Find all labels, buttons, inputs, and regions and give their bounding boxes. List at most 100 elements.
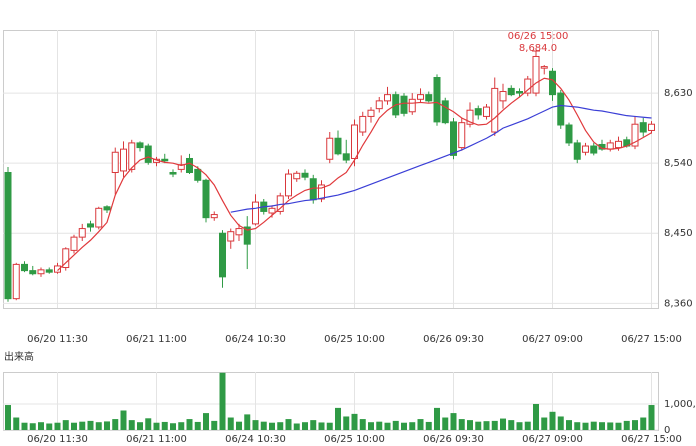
candle-body [507, 87, 515, 96]
candle-body [631, 123, 639, 147]
volume-bar [203, 413, 209, 430]
y-tick-label: 8,450 [664, 228, 693, 239]
volume-bar [434, 407, 440, 430]
volume-title: 出来高 [4, 350, 34, 363]
candle-body [318, 184, 325, 200]
volume-bar [351, 413, 358, 430]
volume-bar [153, 422, 160, 430]
candle-body [499, 91, 507, 102]
candle-body [549, 70, 556, 96]
annotation-text: 06/26 15:00 [508, 31, 569, 42]
candle-body [334, 137, 342, 155]
volume-bar [491, 420, 498, 430]
candle-body [186, 157, 193, 174]
candle-body [285, 173, 292, 197]
candle-body [408, 98, 416, 113]
candle-body [400, 95, 408, 114]
volume-bar [607, 422, 614, 430]
volume-bar [194, 421, 201, 430]
candle-body [136, 142, 144, 149]
volume-bar [260, 421, 267, 430]
x-tick-label: 06/25 10:00 [324, 434, 385, 445]
y-tick-label: 0 [664, 425, 670, 436]
volume-bar [137, 422, 143, 430]
y-tick-label: 8,630 [664, 88, 693, 99]
candle-body [491, 87, 499, 133]
volume-bar [219, 372, 226, 430]
volume-bar [326, 422, 333, 430]
volume-bar [87, 420, 94, 430]
volume-bar [13, 417, 20, 430]
candle-body [161, 158, 169, 162]
volume-bar [62, 420, 69, 430]
volume-bar [574, 422, 581, 430]
volume-bar [277, 422, 284, 430]
candle-body [219, 232, 226, 278]
volume-bar [524, 421, 531, 430]
volume-bar [46, 423, 53, 430]
candle-body [384, 94, 391, 102]
volume-bar [236, 421, 242, 430]
candle-body [111, 151, 119, 174]
volume-bar [549, 411, 556, 430]
volume-bar [640, 417, 647, 430]
volume-bar [590, 421, 597, 430]
candle-body [474, 108, 482, 116]
volume-bar [368, 422, 374, 430]
candle-body [194, 168, 202, 181]
candle-body [557, 92, 565, 126]
volume-bar [376, 421, 383, 430]
candle-body [202, 179, 210, 219]
candle-body [425, 94, 433, 102]
candle-body [573, 142, 581, 160]
volume-bar [318, 422, 325, 430]
volume-bar [483, 421, 490, 430]
volume-bar [467, 420, 473, 430]
x-tick-label: 06/21 11:00 [126, 434, 187, 445]
candle-body [516, 91, 523, 94]
x-tick-label: 06/25 10:00 [324, 334, 385, 345]
volume-bar [632, 420, 638, 430]
candle-body [458, 122, 466, 149]
volume-bar [244, 414, 251, 430]
volume-bar [29, 423, 36, 430]
price-frame [3, 30, 659, 309]
candle-body [78, 228, 86, 238]
x-tick-label: 06/20 11:30 [27, 434, 88, 445]
candle-body [37, 269, 45, 275]
volume-bar [343, 416, 350, 430]
volume-bar [128, 420, 135, 430]
volume-bar [359, 419, 366, 430]
volume-bar [5, 405, 11, 430]
volume-bar [475, 421, 482, 430]
volume-bar [648, 405, 655, 430]
candle-body [62, 248, 70, 269]
candle-body [639, 122, 647, 133]
volume-bar [170, 423, 176, 430]
x-tick-label: 06/27 15:00 [621, 334, 682, 345]
candle-body [375, 100, 383, 110]
candle-body [441, 100, 449, 124]
volume-bar [285, 419, 292, 430]
candle-body [483, 106, 490, 117]
candle-body [450, 121, 457, 156]
candle-body [243, 226, 251, 245]
candle-body [120, 148, 127, 172]
candle-body [54, 265, 61, 273]
x-tick-label: 06/24 10:30 [225, 334, 286, 345]
volume-bar [186, 419, 193, 430]
volume-bar [252, 420, 259, 430]
volume-bar [623, 420, 630, 430]
volume-bar [409, 422, 416, 430]
candle-body [128, 142, 136, 170]
volume-bar [533, 403, 539, 430]
volume-bar [54, 422, 61, 430]
volume-bar [335, 407, 341, 430]
candle-body [565, 124, 573, 144]
x-tick-label: 06/21 11:00 [126, 334, 187, 345]
candle-body [103, 206, 111, 211]
candle-body [615, 140, 622, 149]
candle-body [293, 172, 301, 180]
candle-body [235, 228, 243, 236]
